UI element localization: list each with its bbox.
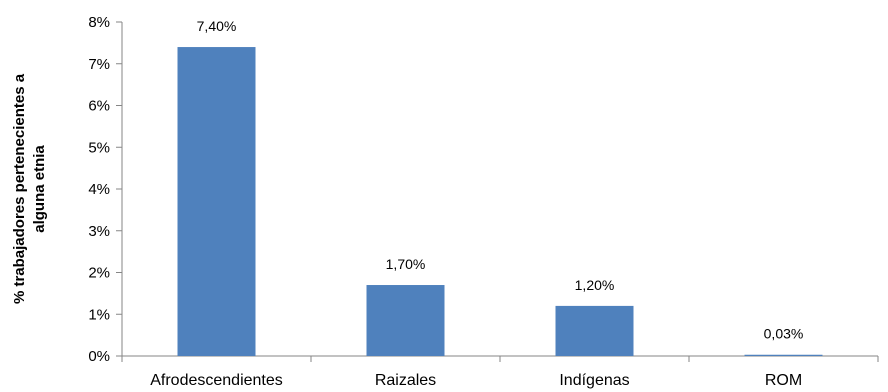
y-tick-label: 1% bbox=[88, 306, 110, 323]
data-label: 1,70% bbox=[386, 256, 426, 272]
y-axis-title: % trabajadores pertenecientes a alguna e… bbox=[11, 73, 48, 304]
bar bbox=[556, 306, 634, 356]
x-tick-label: ROM bbox=[765, 372, 802, 389]
y-tick-label: 0% bbox=[88, 348, 110, 365]
y-tick-label: 7% bbox=[88, 56, 110, 73]
bar bbox=[178, 47, 256, 356]
bars bbox=[178, 47, 823, 356]
data-label: 1,20% bbox=[575, 277, 615, 293]
y-tick-label: 8% bbox=[88, 14, 110, 31]
y-axis-title-line-2: alguna etnia bbox=[31, 145, 48, 233]
data-label: 0,03% bbox=[764, 326, 804, 342]
y-tick-label: 3% bbox=[88, 223, 110, 240]
x-tick-label: Indígenas bbox=[559, 372, 629, 389]
y-tick-label: 4% bbox=[88, 181, 110, 198]
bar bbox=[745, 355, 823, 356]
y-tick-label: 2% bbox=[88, 265, 110, 282]
y-axis-title-line-1: % trabajadores pertenecientes a bbox=[11, 73, 28, 304]
y-tick-label: 5% bbox=[88, 139, 110, 156]
data-label: 7,40% bbox=[197, 18, 237, 34]
y-tick-label: 6% bbox=[88, 98, 110, 115]
bar bbox=[367, 285, 445, 356]
x-tick-label: Raizales bbox=[375, 372, 436, 389]
x-tick-label: Afrodescendientes bbox=[150, 372, 283, 389]
